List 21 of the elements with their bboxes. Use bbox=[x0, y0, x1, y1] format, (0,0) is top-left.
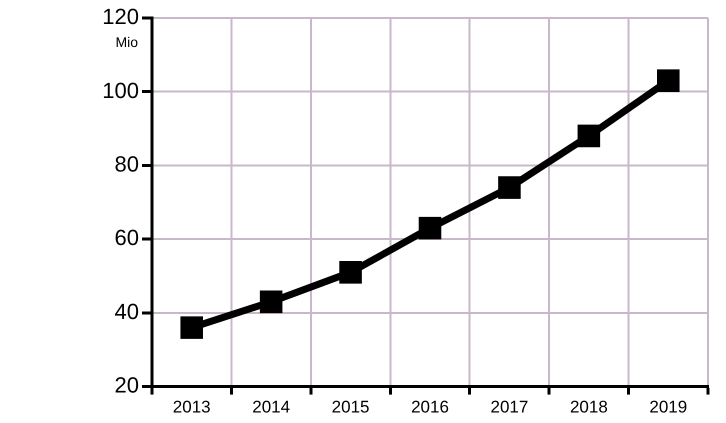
y-axis-title: Mio bbox=[115, 34, 138, 50]
y-tick-label: 80 bbox=[114, 152, 139, 177]
point bbox=[578, 124, 600, 148]
point bbox=[418, 216, 442, 240]
y-tick-label: 60 bbox=[114, 225, 139, 250]
x-tick-label: 2014 bbox=[252, 397, 290, 416]
x-tick-label: 2015 bbox=[332, 397, 370, 416]
point bbox=[657, 69, 680, 92]
y-tick-label: 120 bbox=[102, 4, 139, 30]
x-tick-label: 2013 bbox=[172, 397, 211, 416]
point bbox=[498, 176, 521, 199]
y-tick-label: 40 bbox=[114, 298, 139, 324]
point bbox=[339, 261, 362, 284]
x-tick-label: 2016 bbox=[411, 397, 449, 416]
x-tick-label: 2017 bbox=[490, 397, 528, 416]
y-tick-label: 100 bbox=[102, 78, 139, 103]
y-tick-label: 20 bbox=[114, 372, 139, 398]
x-tick-label: 2019 bbox=[649, 397, 688, 416]
x-tick-label: 2018 bbox=[570, 397, 608, 416]
point bbox=[260, 290, 282, 314]
point bbox=[180, 316, 203, 339]
